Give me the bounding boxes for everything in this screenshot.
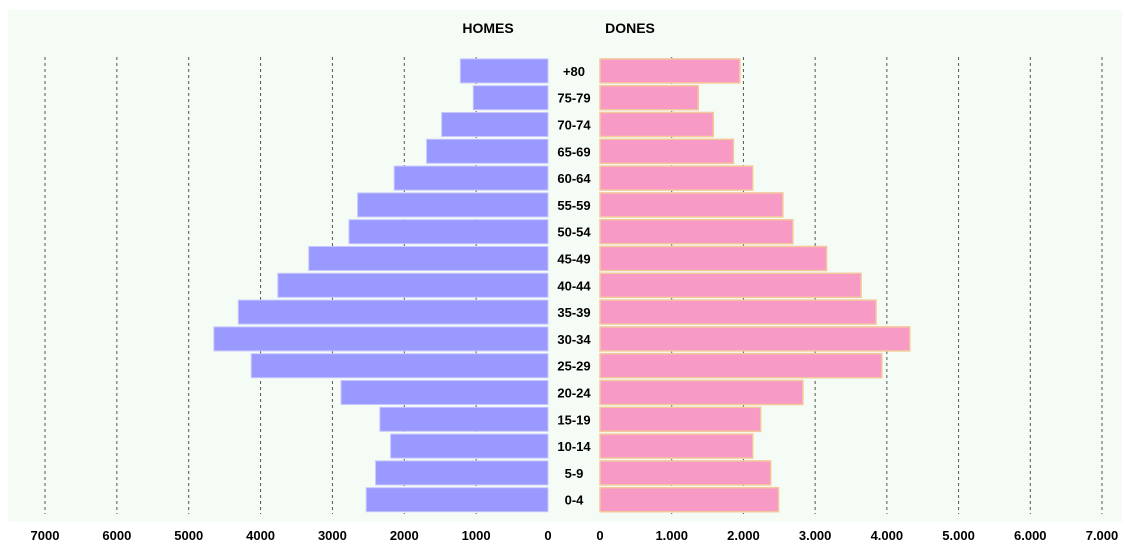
- bar-homes-20-24: [340, 380, 549, 405]
- bar-dones-30-34: [599, 326, 911, 352]
- bar-dones-65-69: [599, 138, 735, 165]
- bar-dones-55-59: [599, 192, 784, 218]
- x-tick-labels-left: 7000 6000 5000 4000 3000 2000 1000 0: [31, 528, 552, 543]
- age-group-label: 20-24: [557, 386, 591, 401]
- bar-homes-35-39: [237, 299, 549, 325]
- age-group-labels: 0-4 5-9 10-14 15-19 20-24 25-29 30-34 35-39 40-4…: [557, 64, 591, 508]
- bar-dones-10-14: [599, 433, 754, 459]
- bar-homes-45-49: [308, 246, 549, 271]
- bar-homes-15-19: [379, 406, 549, 432]
- bar-dones-70-74: [599, 111, 715, 138]
- bar-homes-5-9: [375, 460, 549, 486]
- age-group-label: 40-44: [557, 278, 591, 293]
- bar-dones-40-44: [599, 272, 862, 299]
- age-group-label: 25-29: [557, 359, 590, 374]
- bar-homes-50-54: [348, 219, 549, 245]
- bar-dones-50-54: [599, 218, 794, 245]
- age-group-label: 0-4: [565, 493, 585, 508]
- x-tick-label-right: 1.000: [655, 528, 688, 543]
- bar-dones-5-9: [599, 460, 772, 486]
- bar-homes-25-29: [250, 353, 549, 379]
- age-group-label: 5-9: [565, 466, 584, 481]
- x-tick-label-right: 7.000: [1086, 528, 1119, 543]
- age-group-label: 15-19: [557, 412, 590, 427]
- x-tick-label-right: 0: [596, 528, 603, 543]
- x-tick-label-left: 5000: [174, 528, 203, 543]
- bar-homes-10-14: [390, 433, 549, 459]
- bar-homes-55-59: [357, 192, 549, 218]
- bar-homes-75-79: [472, 85, 549, 111]
- age-group-label: 60-64: [557, 171, 591, 186]
- bar-homes-60-64: [393, 165, 549, 191]
- bars-homes: [213, 58, 549, 513]
- age-group-label: 35-39: [557, 305, 590, 320]
- bar-homes-40-44: [277, 272, 549, 298]
- bar-dones-75-79: [599, 84, 699, 111]
- age-group-label: 55-59: [557, 198, 590, 213]
- bar-homes-65-69: [426, 138, 549, 164]
- bar-homes-30-34: [213, 326, 549, 352]
- x-tick-label-left: 1000: [462, 528, 491, 543]
- bar-homes-0-4: [365, 487, 549, 513]
- age-group-label: +80: [563, 64, 585, 79]
- bar-dones-35-39: [599, 299, 877, 325]
- age-group-label: 75-79: [557, 91, 590, 106]
- age-group-label: 65-69: [557, 144, 590, 159]
- bar-homes-70-74: [441, 112, 549, 137]
- x-tick-label-left: 6000: [102, 528, 131, 543]
- bar-homes-+80: [459, 58, 549, 84]
- bars-dones: [599, 58, 911, 513]
- x-tick-labels-right: 0 1.000 2.000 3.000 4.000 5.000 6.000 7.000: [596, 528, 1118, 543]
- bar-dones-+80: [599, 58, 741, 84]
- x-tick-label-right: 6.000: [1014, 528, 1047, 543]
- x-tick-label-left: 3000: [318, 528, 347, 543]
- age-group-label: 45-49: [557, 252, 590, 267]
- x-tick-label-left: 7000: [31, 528, 60, 543]
- bar-dones-15-19: [599, 406, 762, 433]
- x-tick-label-right: 2.000: [727, 528, 760, 543]
- bar-dones-45-49: [599, 245, 828, 272]
- bar-dones-20-24: [599, 379, 804, 406]
- x-tick-label-left: 0: [544, 528, 551, 543]
- x-tick-label-right: 5.000: [942, 528, 975, 543]
- x-tick-label-right: 4.000: [871, 528, 904, 543]
- x-tick-label-left: 4000: [246, 528, 275, 543]
- age-group-label: 50-54: [557, 225, 591, 240]
- bar-dones-25-29: [599, 352, 883, 379]
- series-title-homes: HOMES: [462, 20, 513, 36]
- series-title-dones: DONES: [605, 20, 655, 36]
- age-group-label: 70-74: [557, 118, 591, 133]
- plot-background: [8, 10, 1122, 522]
- x-tick-label-right: 3.000: [799, 528, 832, 543]
- bar-dones-0-4: [599, 486, 780, 513]
- age-group-label: 30-34: [557, 332, 591, 347]
- age-group-label: 10-14: [557, 439, 591, 454]
- x-tick-label-left: 2000: [390, 528, 419, 543]
- bar-dones-60-64: [599, 165, 754, 191]
